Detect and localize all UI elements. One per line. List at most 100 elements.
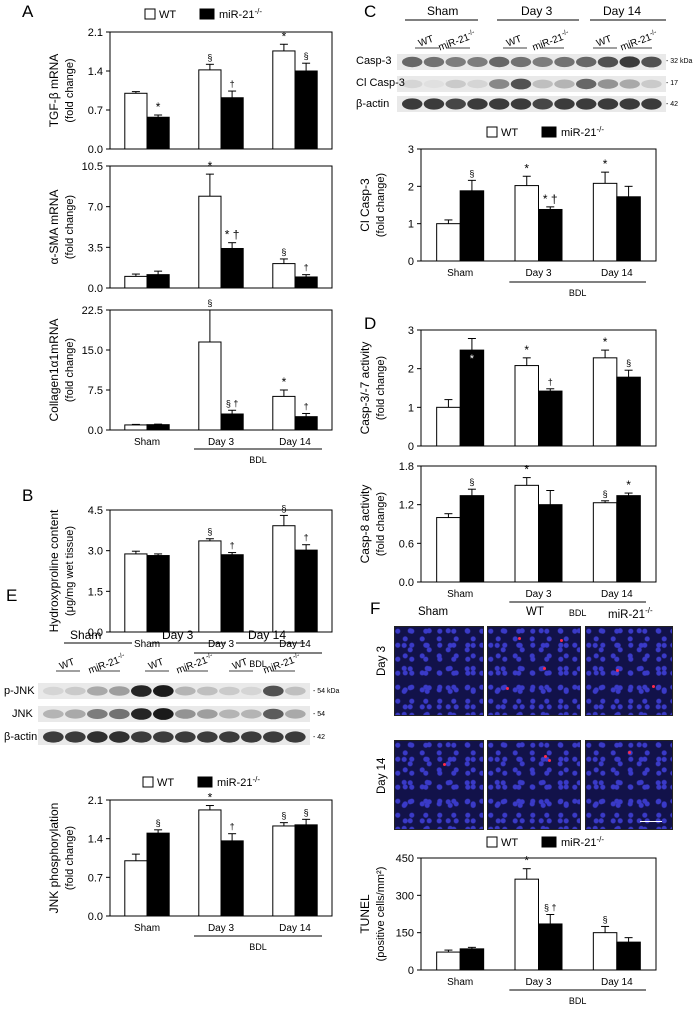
bar-ko bbox=[616, 941, 641, 971]
y-axis-label: α-SMA mRNA bbox=[47, 190, 61, 265]
blot-band bbox=[467, 57, 488, 67]
blot-band bbox=[175, 731, 196, 743]
blot-band bbox=[153, 685, 174, 697]
y-axis-label: TUNEL bbox=[358, 894, 372, 934]
blot-band bbox=[87, 731, 108, 743]
bar-wt bbox=[272, 825, 296, 917]
y-tick-label: 0.7 bbox=[88, 105, 103, 117]
blot-band bbox=[153, 731, 174, 743]
blot-band bbox=[263, 731, 284, 743]
bar-ko bbox=[616, 376, 641, 447]
significance-mark: § bbox=[626, 358, 631, 368]
tunel-row-day3: Day 3 bbox=[376, 645, 388, 676]
tunel-image-wt-day14 bbox=[487, 740, 581, 830]
tunel-positive-dot bbox=[628, 751, 631, 754]
bar-ko bbox=[294, 549, 318, 633]
chart-d1: 0 1 2 3 Casp-3/-7 activity (fold change) * * † * § bbox=[358, 325, 657, 453]
x-tick-label: Sham bbox=[134, 639, 160, 650]
bar-ko bbox=[294, 276, 318, 289]
blot-c-row-beta-actin: β-actin bbox=[356, 98, 390, 110]
blot-band bbox=[532, 79, 553, 89]
blot-band bbox=[87, 686, 108, 696]
chart-a3: 0.0 7.5 15.0 22.5 Collagen1α1mRNA (fold chang… bbox=[47, 298, 333, 465]
blot-band bbox=[554, 56, 575, 68]
blot-band bbox=[87, 709, 108, 719]
blot-band bbox=[109, 686, 130, 696]
blot-band bbox=[402, 98, 423, 110]
bar-wt bbox=[124, 553, 148, 633]
tunel-positive-dot bbox=[443, 763, 446, 766]
blot-c-row-casp3: Casp-3 bbox=[356, 55, 392, 67]
bar-ko bbox=[294, 824, 318, 917]
tunel-image-sham-day14 bbox=[394, 740, 484, 830]
blot-band bbox=[576, 78, 597, 90]
blot-band bbox=[153, 708, 174, 720]
blot-band bbox=[554, 98, 575, 110]
blot-band bbox=[510, 98, 532, 110]
blot-lane-label: WT bbox=[147, 657, 165, 673]
y-tick-label: 3 bbox=[408, 144, 414, 156]
scale-bar bbox=[640, 821, 662, 822]
significance-mark: † bbox=[304, 401, 309, 411]
x-tick-label: Day 3 bbox=[525, 977, 552, 988]
y-axis-label-units: (fold change) bbox=[64, 826, 76, 890]
tunel-col-sham: Sham bbox=[418, 606, 449, 618]
bar-wt bbox=[436, 223, 461, 262]
blot-band bbox=[131, 708, 152, 720]
y-tick-label: 4.5 bbox=[88, 505, 103, 517]
y-tick-label: 0.0 bbox=[88, 283, 103, 295]
bar-ko bbox=[459, 948, 485, 971]
x-tick-label: Day 14 bbox=[279, 923, 311, 934]
chart-f: 0 150 300 450 TUNEL (positive cells/mm²) Sham *… bbox=[358, 853, 657, 1006]
significance-mark: * † bbox=[543, 192, 558, 206]
y-tick-label: 0 bbox=[408, 256, 414, 268]
blot-strip bbox=[397, 54, 666, 70]
y-tick-label: 2 bbox=[408, 364, 414, 376]
blot-band bbox=[445, 98, 466, 110]
blot-band bbox=[619, 98, 640, 110]
bar-wt bbox=[514, 365, 539, 447]
blot-band bbox=[285, 731, 306, 743]
y-tick-label: 1 bbox=[408, 219, 414, 231]
y-tick-label: 150 bbox=[396, 928, 414, 940]
blot-band bbox=[241, 731, 262, 743]
y-axis-label: Cl Casp-3 bbox=[358, 178, 372, 232]
blot-band bbox=[402, 79, 423, 89]
bar-ko bbox=[616, 495, 641, 583]
significance-mark: * bbox=[603, 157, 608, 171]
legend-label-ko: miR-21-/- bbox=[561, 125, 604, 139]
significance-mark: § bbox=[603, 914, 608, 924]
bar-wt bbox=[272, 395, 296, 431]
bar-wt bbox=[198, 809, 222, 917]
bar-ko bbox=[220, 97, 244, 150]
x-tick-label: Sham bbox=[134, 923, 160, 934]
y-tick-label: 3.5 bbox=[88, 242, 103, 254]
y-axis-label-units: (fold change) bbox=[375, 356, 387, 420]
significance-mark: § bbox=[281, 503, 286, 513]
significance-mark: § bbox=[281, 811, 286, 821]
x-tick-label: Sham bbox=[447, 977, 473, 988]
bar-ko bbox=[538, 208, 563, 262]
blot-band bbox=[197, 731, 218, 743]
y-tick-label: 1.2 bbox=[399, 500, 414, 512]
y-tick-label: 0.0 bbox=[88, 144, 103, 156]
panel-letter-e: E bbox=[6, 586, 18, 605]
blot-band bbox=[219, 731, 240, 743]
blot-band bbox=[489, 98, 510, 110]
blot-band bbox=[241, 709, 262, 719]
blot-band bbox=[423, 98, 445, 110]
legend-e: WT miR-21-/- bbox=[142, 775, 260, 789]
bar-wt bbox=[198, 69, 222, 150]
y-axis-label-units: (fold change) bbox=[64, 195, 76, 259]
bar-ko bbox=[146, 274, 170, 289]
y-tick-label: 7.0 bbox=[88, 202, 103, 214]
blot-lane-label: miR-21-/- bbox=[619, 29, 660, 54]
blot-lane-label: WT bbox=[595, 34, 613, 50]
blot-strip bbox=[397, 76, 666, 92]
blot-lane-label: WT bbox=[505, 34, 523, 50]
tunel-positive-dot bbox=[616, 669, 619, 672]
tunel-image-sham-day3 bbox=[394, 626, 484, 716]
blot-band bbox=[197, 686, 218, 696]
bdl-label: BDL bbox=[569, 288, 587, 298]
tunel-image-mir21-day14 bbox=[585, 740, 673, 830]
